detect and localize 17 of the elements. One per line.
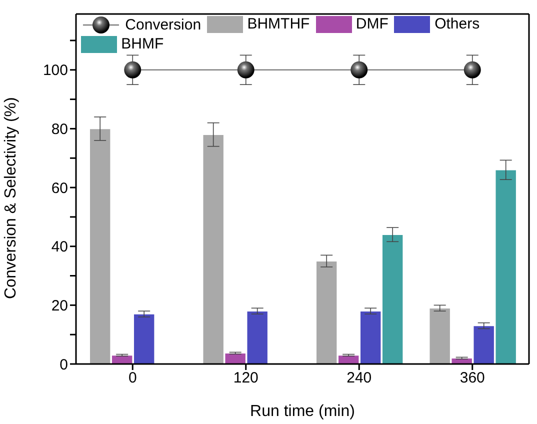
legend-label: BHMTHF bbox=[247, 16, 310, 33]
y-tick-label: 100 bbox=[42, 62, 68, 80]
y-tick-label: 0 bbox=[60, 356, 68, 374]
x-tick-label: 360 bbox=[460, 370, 485, 387]
y-tick-label: 80 bbox=[51, 121, 68, 138]
x-tick-label: 120 bbox=[233, 370, 258, 387]
y-axis-title: Conversion & Selectivity (%) bbox=[2, 97, 20, 299]
legend-label: Others bbox=[434, 16, 480, 33]
y-tick-label: 60 bbox=[51, 180, 68, 197]
y-tick-label: 20 bbox=[51, 298, 68, 314]
legend-label: DMF bbox=[356, 16, 388, 33]
legend-label: Conversion bbox=[125, 16, 202, 34]
x-tick-label: 240 bbox=[346, 370, 372, 387]
x-axis-title: Run time (min) bbox=[250, 403, 355, 420]
legend-label: BHMF bbox=[121, 36, 164, 53]
x-tick-label: 0 bbox=[128, 370, 137, 387]
y-tick-label: 40 bbox=[51, 238, 68, 256]
